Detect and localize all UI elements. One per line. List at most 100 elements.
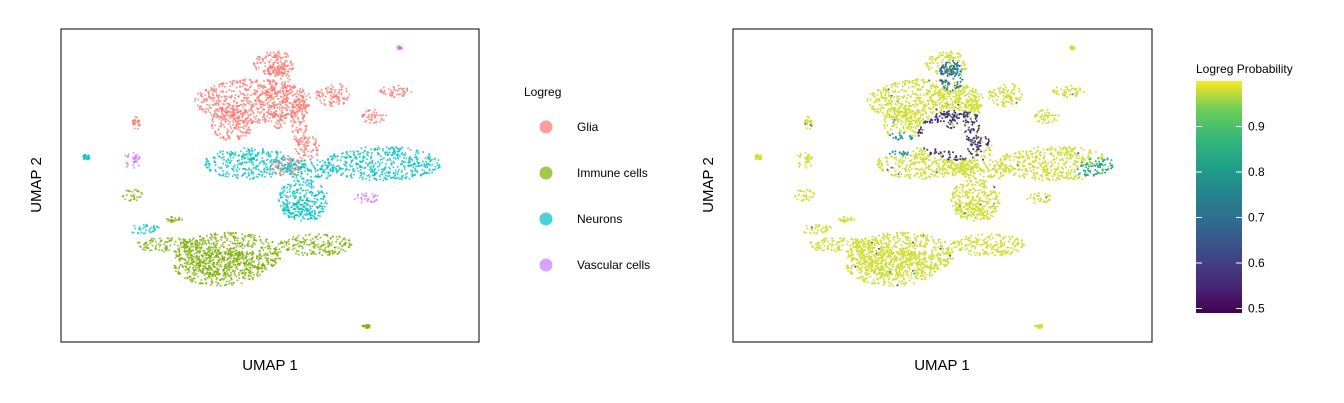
point-immune-cells bbox=[333, 246, 336, 249]
point-glia bbox=[246, 99, 248, 102]
point-glia bbox=[222, 102, 225, 105]
point-immune-cells bbox=[182, 246, 185, 249]
point-probability bbox=[963, 90, 966, 93]
point-neurons bbox=[353, 173, 356, 176]
point-glia bbox=[227, 119, 230, 122]
point-glia bbox=[260, 99, 262, 102]
point-immune-cells bbox=[279, 241, 282, 244]
point-glia bbox=[393, 88, 396, 91]
point-glia bbox=[241, 112, 244, 115]
point-glia bbox=[266, 91, 269, 94]
point-neurons bbox=[293, 216, 296, 219]
point-glia bbox=[221, 90, 224, 92]
point-neurons bbox=[310, 211, 313, 214]
point-immune-cells bbox=[236, 239, 239, 242]
point-immune-cells bbox=[188, 249, 190, 252]
point-immune-cells bbox=[211, 253, 214, 256]
point-glia bbox=[205, 97, 208, 100]
point-neurons bbox=[306, 208, 309, 211]
point-immune-cells bbox=[229, 257, 232, 260]
point-glia bbox=[277, 66, 280, 69]
point-glia bbox=[337, 102, 340, 105]
point-neurons bbox=[263, 167, 266, 170]
legend-label-vascular-cells: Vascular cells bbox=[577, 258, 650, 272]
point-immune-cells bbox=[146, 244, 149, 246]
point-glia bbox=[266, 102, 269, 105]
point-glia bbox=[296, 152, 299, 154]
point-immune-cells bbox=[348, 239, 350, 242]
point-probability bbox=[979, 104, 982, 107]
point-glia bbox=[246, 93, 249, 96]
point-immune-cells bbox=[328, 252, 331, 255]
point-glia bbox=[256, 121, 259, 124]
point-immune-cells bbox=[235, 275, 238, 278]
point-immune-cells bbox=[207, 248, 210, 251]
point-glia bbox=[254, 117, 257, 120]
point-glia bbox=[244, 111, 246, 114]
point-immune-cells bbox=[193, 271, 196, 274]
point-immune-cells bbox=[265, 240, 268, 243]
point-neurons bbox=[254, 166, 257, 169]
point-neurons bbox=[83, 156, 86, 159]
point-neurons bbox=[293, 173, 296, 176]
x-axis-label-left: UMAP 1 bbox=[242, 357, 298, 374]
point-glia bbox=[257, 100, 260, 103]
point-glia bbox=[397, 88, 400, 90]
point-vascular-cells bbox=[397, 47, 400, 50]
point-glia bbox=[305, 111, 308, 114]
point-glia bbox=[237, 137, 240, 140]
point-probability bbox=[905, 100, 908, 103]
point-immune-cells bbox=[223, 259, 226, 262]
point-glia bbox=[204, 94, 207, 97]
point-glia bbox=[253, 120, 256, 123]
point-neurons bbox=[276, 167, 279, 170]
point-neurons bbox=[247, 158, 250, 161]
point-immune-cells bbox=[232, 236, 235, 239]
point-glia bbox=[288, 101, 291, 104]
point-immune-cells bbox=[218, 268, 221, 271]
point-immune-cells bbox=[237, 256, 240, 259]
point-immune-cells bbox=[241, 233, 244, 236]
point-glia bbox=[244, 104, 247, 107]
legend-swatch-neurons bbox=[539, 212, 553, 226]
point-neurons bbox=[356, 167, 359, 169]
point-probability bbox=[902, 96, 905, 99]
point-glia bbox=[211, 118, 214, 121]
point-glia bbox=[214, 132, 217, 135]
point-glia bbox=[248, 109, 251, 112]
point-immune-cells bbox=[340, 248, 343, 251]
point-probability bbox=[911, 90, 914, 93]
point-immune-cells bbox=[344, 250, 347, 253]
point-immune-cells bbox=[283, 245, 286, 248]
point-neurons bbox=[310, 175, 313, 178]
point-immune-cells bbox=[211, 235, 213, 238]
point-neurons bbox=[392, 151, 395, 153]
point-neurons bbox=[402, 156, 405, 159]
point-immune-cells bbox=[231, 283, 234, 286]
point-glia bbox=[260, 103, 263, 106]
point-glia bbox=[274, 72, 277, 75]
point-neurons bbox=[221, 153, 224, 156]
point-immune-cells bbox=[186, 256, 189, 259]
point-neurons bbox=[414, 153, 417, 156]
point-neurons bbox=[316, 163, 319, 166]
point-immune-cells bbox=[174, 217, 177, 220]
point-immune-cells bbox=[287, 240, 290, 243]
point-glia bbox=[279, 116, 282, 119]
point-glia bbox=[292, 119, 295, 122]
point-glia bbox=[288, 93, 290, 96]
point-neurons bbox=[213, 156, 216, 159]
point-neurons bbox=[322, 198, 325, 201]
point-neurons bbox=[392, 148, 395, 151]
point-neurons bbox=[365, 162, 367, 165]
point-glia bbox=[296, 89, 299, 92]
point-neurons bbox=[265, 163, 268, 166]
point-neurons bbox=[291, 160, 294, 163]
point-immune-cells bbox=[191, 243, 194, 246]
point-neurons bbox=[231, 167, 234, 170]
point-glia bbox=[218, 101, 221, 104]
point-neurons bbox=[280, 187, 283, 190]
point-immune-cells bbox=[213, 249, 216, 252]
point-glia bbox=[217, 110, 219, 113]
point-glia bbox=[304, 105, 307, 108]
